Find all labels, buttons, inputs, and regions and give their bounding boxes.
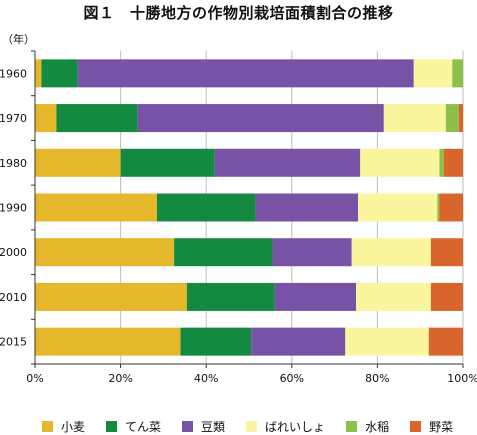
legend-swatch <box>182 420 194 432</box>
bar-segment <box>360 148 440 177</box>
x-tick-label: 0% <box>26 372 43 385</box>
x-tick-label: 80% <box>365 372 389 385</box>
bar-segment <box>120 148 215 177</box>
bar-segment <box>356 282 431 311</box>
x-tick-label: 100% <box>447 372 477 385</box>
y-tick-label: 1990 <box>0 202 27 215</box>
bar-segment <box>452 59 463 88</box>
y-tick-label: 1970 <box>0 112 27 125</box>
legend-label: 小麦 <box>61 419 86 434</box>
legend-item: 野菜 <box>410 418 453 435</box>
bar-segment <box>137 104 384 133</box>
x-tick-label: 20% <box>108 372 132 385</box>
bar-segment <box>35 238 175 267</box>
bar-segment <box>445 104 459 133</box>
chart-title: 図１ 十勝地方の作物別栽培面積割合の推移 <box>83 4 394 22</box>
y-tick-label: 2000 <box>0 246 27 259</box>
bar-segment <box>274 282 356 311</box>
legend-item: ばれいしょ <box>246 418 325 435</box>
legend-swatch <box>42 420 53 432</box>
bar-segment <box>443 148 463 177</box>
bar-segment <box>35 104 57 133</box>
y-axis-unit-label: （年） <box>2 33 35 46</box>
bar-segment <box>41 59 78 88</box>
bar-segment <box>430 282 463 311</box>
x-tick-label: 40% <box>194 372 218 385</box>
legend-swatch <box>346 420 358 432</box>
bar-segment <box>428 327 463 356</box>
bar-segment <box>156 193 256 222</box>
bar-segment <box>458 104 463 133</box>
bar-segment <box>437 193 440 222</box>
bar-segment <box>56 104 138 133</box>
bar-segment <box>413 59 453 88</box>
bar-segment <box>77 59 414 88</box>
legend-label: 野菜 <box>429 419 454 434</box>
bar-segment <box>35 148 121 177</box>
y-tick-label: 1980 <box>0 157 27 170</box>
bar-segment <box>255 193 359 222</box>
legend-item: 小麦 <box>42 418 85 435</box>
legend-label: てん菜 <box>125 419 162 434</box>
legend-label: 豆類 <box>201 419 226 434</box>
legend-swatch <box>410 420 422 432</box>
x-tick-label: 60% <box>280 372 304 385</box>
bar-segment <box>35 327 181 356</box>
bar-segment <box>35 193 157 222</box>
bar-segment <box>351 238 431 267</box>
bar-segment <box>272 238 352 267</box>
bar-segment <box>439 148 444 177</box>
bar-segment <box>251 327 346 356</box>
bar-segment <box>345 327 429 356</box>
y-tick-label: 2015 <box>0 336 27 349</box>
bar-segment <box>35 59 42 88</box>
bar-segment <box>186 282 275 311</box>
legend-label: 水稲 <box>365 419 390 434</box>
legend-swatch <box>106 420 118 432</box>
legend-item: 水稲 <box>346 418 389 435</box>
stacked-bar-chart: 1960 1970 1980 1990 2000 2010 2015 0% 20% 40% 60% 8… <box>0 50 477 385</box>
y-tick-label: 2010 <box>0 291 27 304</box>
legend-item: 豆類 <box>182 418 225 435</box>
bar-segment <box>35 282 187 311</box>
legend-swatch <box>246 420 258 432</box>
legend-label: ばれいしょ <box>265 419 326 434</box>
bar-segment <box>383 104 446 133</box>
bar-segment <box>430 238 463 267</box>
chart-legend: 小麦 てん菜 豆類 ばれいしょ 水稲 野菜 <box>42 418 474 435</box>
bar-segment <box>358 193 438 222</box>
bar-segment <box>174 238 273 267</box>
bar-segment <box>180 327 252 356</box>
legend-item: てん菜 <box>106 418 161 435</box>
bar-segment <box>214 148 361 177</box>
y-tick-label: 1960 <box>0 67 27 80</box>
bar-segment <box>439 193 463 222</box>
